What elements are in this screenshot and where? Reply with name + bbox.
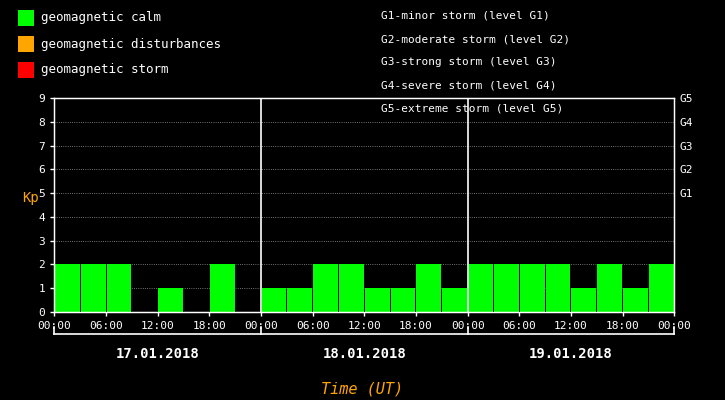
Bar [80,264,106,312]
Text: geomagnetic calm: geomagnetic calm [41,12,162,24]
Bar [287,288,312,312]
Text: G5-extreme storm (level G5): G5-extreme storm (level G5) [381,104,563,114]
Bar [416,264,442,312]
Bar [55,264,80,312]
Bar [546,288,571,312]
Text: Time (UT): Time (UT) [321,381,404,396]
Bar [416,288,442,312]
Bar [339,288,364,312]
Bar [339,264,364,312]
Bar [107,264,131,312]
Text: geomagnetic disturbances: geomagnetic disturbances [41,38,221,50]
Bar [210,264,235,312]
Y-axis label: Kp: Kp [22,191,38,205]
Bar [391,288,415,312]
Bar [623,288,648,312]
Text: geomagnetic storm: geomagnetic storm [41,64,169,76]
Text: G2-moderate storm (level G2): G2-moderate storm (level G2) [381,34,570,44]
Bar [597,264,622,312]
Bar [468,288,493,312]
Bar [571,288,596,312]
Text: 17.01.2018: 17.01.2018 [116,347,199,361]
Bar [158,288,183,312]
Bar [313,264,338,312]
Text: G1-minor storm (level G1): G1-minor storm (level G1) [381,11,550,21]
Bar [649,264,674,312]
Text: G3-strong storm (level G3): G3-strong storm (level G3) [381,58,556,68]
Bar [468,264,493,312]
Bar [442,288,467,312]
Text: 18.01.2018: 18.01.2018 [323,347,406,361]
Bar [520,264,544,312]
Bar [597,288,622,312]
Bar [262,288,286,312]
Text: G4-severe storm (level G4): G4-severe storm (level G4) [381,81,556,91]
Bar [494,288,519,312]
Bar [494,264,519,312]
Bar [675,288,700,312]
Bar [365,288,389,312]
Bar [546,264,571,312]
Bar [313,288,338,312]
Text: 19.01.2018: 19.01.2018 [529,347,613,361]
